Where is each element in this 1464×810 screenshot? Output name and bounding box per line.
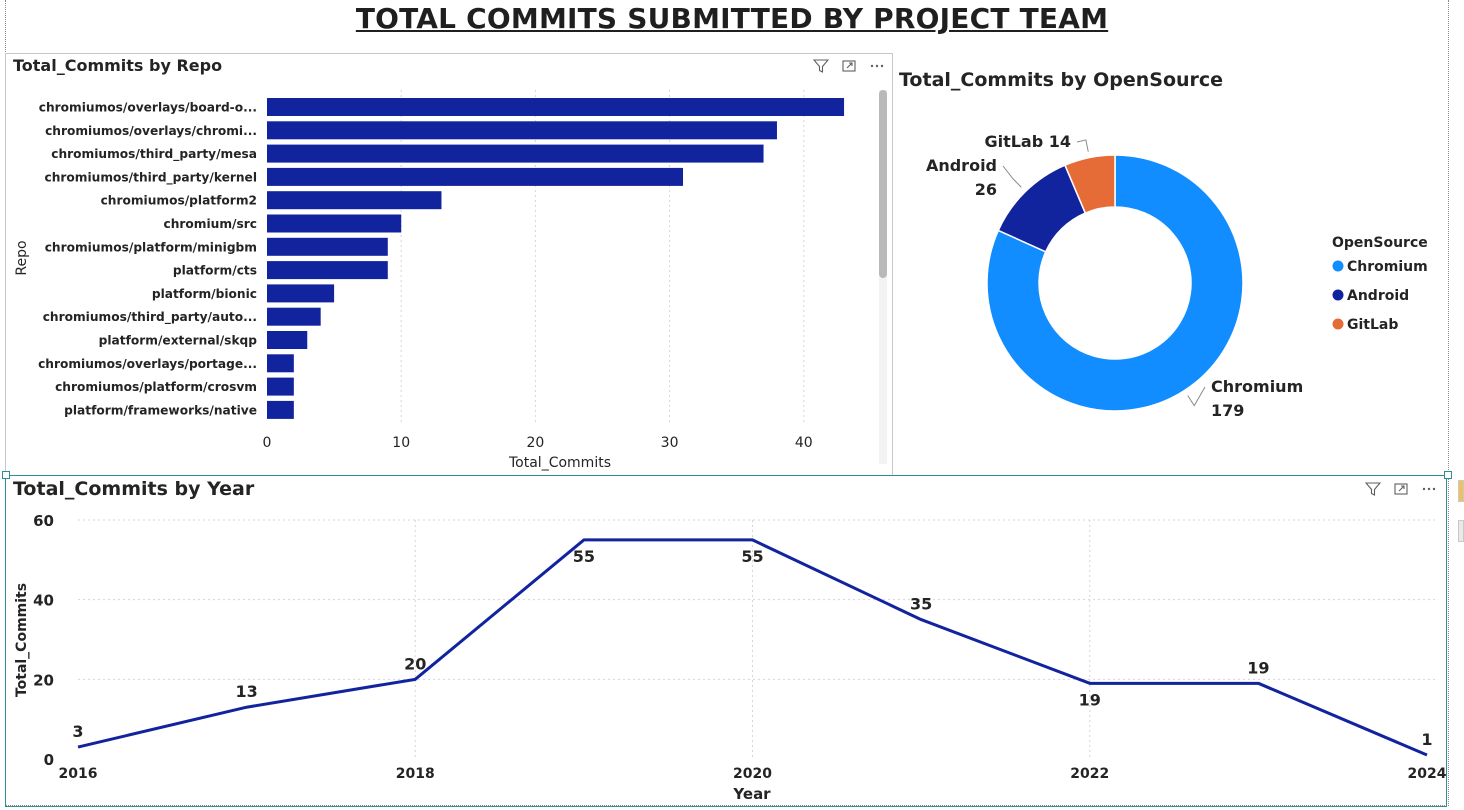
filter-icon[interactable]: [1364, 481, 1382, 497]
bar-category-label: chromiumos/overlays/board-o...: [39, 101, 257, 115]
bar-category-label: platform/external/skqp: [99, 334, 258, 348]
bar-category-label: chromiumos/third_party/auto...: [43, 310, 257, 325]
line-visual-toolbar: [1364, 481, 1438, 497]
line-x-axis-title: Year: [732, 785, 771, 803]
bar-x-tick-label: 0: [263, 435, 272, 451]
bar-mark[interactable]: [267, 191, 442, 210]
donut-data-label-value: 179: [1211, 401, 1244, 420]
line-data-label: 3: [72, 722, 83, 741]
line-y-tick-label: 60: [33, 512, 54, 530]
page-title: TOTAL COMMITS SUBMITTED BY PROJECT TEAM: [355, 2, 1109, 35]
more-options-icon[interactable]: [868, 58, 886, 74]
legend-item-label[interactable]: Chromium: [1347, 259, 1428, 275]
donut-leader-line: [1076, 139, 1089, 152]
bar-mark[interactable]: [267, 144, 764, 163]
line-x-tick-label: 2024: [1408, 766, 1446, 782]
bar-mark[interactable]: [267, 261, 388, 280]
donut-data-label-value: 26: [975, 180, 997, 199]
bar-category-label: chromiumos/platform/crosvm: [55, 380, 257, 394]
bar-category-label: chromiumos/third_party/kernel: [45, 170, 257, 185]
bar-mark[interactable]: [267, 307, 321, 326]
bar-category-label: chromium/src: [164, 217, 257, 231]
bar-category-label: platform/cts: [173, 264, 257, 278]
bar-mark[interactable]: [267, 214, 402, 233]
bar-mark[interactable]: [267, 98, 845, 116]
line-chart-title: Total_Commits by Year: [13, 478, 255, 500]
line-y-tick-label: 20: [33, 671, 54, 689]
donut-slice-gitlab[interactable]: [1063, 154, 1116, 215]
line-data-label: 55: [573, 547, 595, 566]
legend-item-label[interactable]: Android: [1347, 288, 1409, 304]
donut-legend-title: OpenSource: [1332, 235, 1428, 251]
bar-mark[interactable]: [267, 377, 294, 396]
legend-marker-chromium: [1332, 260, 1344, 272]
line-x-tick-label: 2020: [733, 766, 772, 782]
bar-category-label: chromiumos/overlays/portage...: [38, 357, 257, 371]
line-y-axis-title: Total_Commits: [14, 583, 30, 697]
bar-mark[interactable]: [267, 121, 777, 140]
donut-data-label-name: Chromium: [1211, 377, 1303, 396]
donut-slice-chromium[interactable]: [986, 154, 1244, 412]
resize-handle[interactable]: [2, 471, 10, 479]
bar-category-label: chromiumos/platform2: [101, 194, 257, 208]
more-options-icon[interactable]: [1420, 481, 1438, 497]
line-y-tick-label: 0: [44, 751, 54, 769]
focus-mode-icon[interactable]: [840, 58, 858, 74]
bar-chart-plot: chromiumos/overlays/board-o... chromiumos…: [14, 90, 845, 471]
legend-marker-android: [1332, 289, 1344, 301]
resize-handle[interactable]: [1444, 471, 1452, 479]
filter-icon[interactable]: [812, 58, 830, 74]
side-panel-tab[interactable]: [1458, 520, 1464, 542]
line-x-tick-label: 2018: [396, 766, 435, 782]
line-chart-visual[interactable]: Total_Commits by Year 0 20 40 60 2016 2018 20…: [5, 475, 1447, 807]
donut-chart-title: Total_Commits by OpenSource: [899, 69, 1224, 91]
line-x-tick-label: 2022: [1070, 766, 1109, 782]
bar-category-label: platform/bionic: [152, 287, 257, 301]
line-chart-plot: 0 20 40 60 2016 2018 2020 2022 2024 3 13 20 55 55 35…: [14, 512, 1446, 803]
bar-x-tick-label: 40: [795, 435, 813, 451]
bar-y-axis-title: Repo: [14, 240, 30, 275]
donut-chart-plot: Chromium 179 Android 26 GitLab 14 OpenSource…: [926, 132, 1428, 420]
line-data-label: 19: [1079, 690, 1101, 709]
focus-mode-icon[interactable]: [1392, 481, 1410, 497]
donut-data-label-name: Android: [926, 156, 997, 175]
line-y-tick-label: 40: [33, 592, 54, 610]
bar-visual-toolbar: [812, 58, 886, 74]
line-data-label: 20: [404, 654, 426, 673]
bar-x-tick-label: 10: [392, 435, 410, 451]
legend-item-label[interactable]: GitLab: [1347, 317, 1398, 333]
line-data-label: 19: [1247, 658, 1269, 677]
line-x-tick-label: 2016: [59, 766, 98, 782]
bar-chart-visual[interactable]: Total_Commits by Repo chromiumos/overlay…: [5, 53, 893, 476]
bar-mark[interactable]: [267, 167, 684, 186]
donut-chart-visual[interactable]: Total_Commits by OpenSource Chromium 179 A…: [893, 53, 1449, 476]
line-data-label: 35: [910, 595, 932, 614]
bar-mark[interactable]: [267, 284, 335, 303]
line-data-label: 1: [1421, 730, 1432, 749]
bar-x-tick-label: 30: [661, 435, 679, 451]
bar-category-label: chromiumos/platform/minigbm: [45, 240, 257, 254]
bar-mark[interactable]: [267, 400, 294, 419]
bar-category-label: chromiumos/third_party/mesa: [51, 147, 257, 162]
side-panel-tab[interactable]: [1458, 480, 1464, 502]
bar-mark[interactable]: [267, 354, 294, 373]
bar-scrollbar-thumb[interactable]: [879, 90, 887, 278]
donut-leader-line: [1187, 386, 1206, 407]
bar-mark[interactable]: [267, 331, 308, 349]
bar-category-label: chromiumos/overlays/chromi...: [45, 124, 257, 138]
bar-chart-title: Total_Commits by Repo: [13, 56, 223, 75]
legend-marker-gitlab: [1332, 318, 1344, 330]
donut-data-label: GitLab 14: [984, 132, 1071, 151]
line-data-label: 55: [741, 547, 763, 566]
donut-leader-line: [1002, 165, 1022, 188]
line-data-label: 13: [235, 682, 257, 701]
bar-mark[interactable]: [267, 237, 388, 256]
bar-category-label: platform/frameworks/native: [64, 403, 257, 417]
line-series: [77, 538, 1428, 757]
bar-x-axis-title: Total_Commits: [508, 455, 611, 471]
bar-x-tick-label: 20: [526, 435, 544, 451]
